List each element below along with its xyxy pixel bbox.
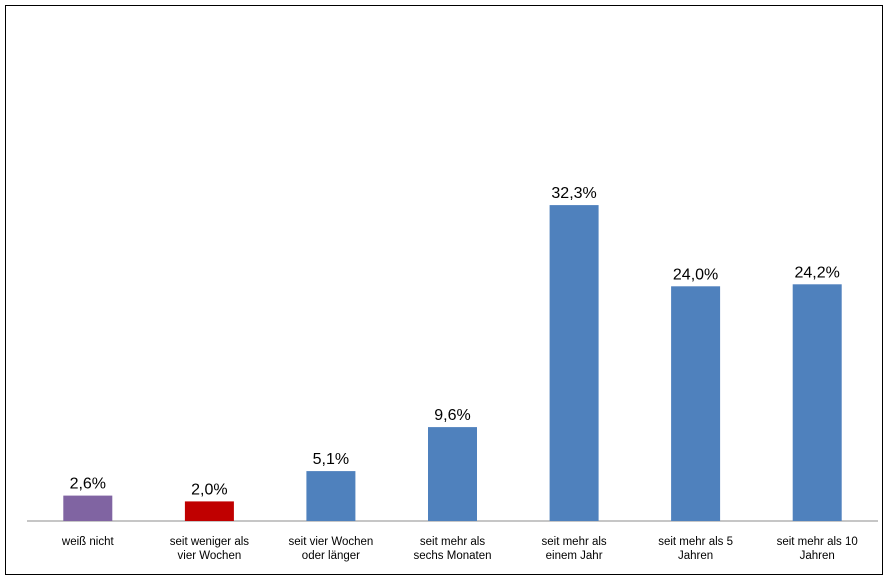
bar-6 [671,286,721,521]
category-label-line: weiß nicht [61,536,115,548]
category-label-7: seit mehr als 10 Jahren [777,536,858,562]
bar-2 [184,501,234,521]
category-label-line: einem Jahr [546,550,603,562]
category-label-2: seit weniger als vier Wochen [170,536,250,562]
category-label-5: seit mehr als einem Jahr [542,536,607,562]
data-label-4: 9,6% [434,407,470,424]
category-label-line: seit mehr als [420,536,485,548]
category-label-3: seit vier Wochen oder länger [289,536,374,562]
data-label-3: 5,1% [313,451,349,468]
bar-3 [306,471,356,521]
category-label-line: Jahren [800,550,835,562]
category-label-1: weiß nicht [61,536,115,548]
bar-1 [63,495,113,521]
category-label-line: seit weniger als [170,536,250,548]
category-label-line: seit vier Wochen [289,536,374,548]
category-label-line: vier Wochen [178,550,242,562]
bar-5 [549,205,599,521]
data-label-6: 24,0% [673,266,718,283]
data-label-1: 2,6% [70,476,106,493]
category-label-4: seit mehr als sechs Monaten [414,536,492,562]
data-label-5: 32,3% [551,185,596,202]
bar-7 [792,284,842,521]
category-label-line: seit mehr als 10 [777,536,858,548]
bar-4 [428,427,477,521]
data-label-2: 2,0% [191,481,227,498]
category-label-line: seit mehr als [542,536,607,548]
category-label-line: oder länger [302,550,360,562]
data-label-7: 24,2% [795,264,840,281]
category-label-line: seit mehr als 5 [658,536,733,548]
category-label-6: seit mehr als 5 Jahren [658,536,733,562]
category-label-line: sechs Monaten [414,550,492,562]
category-label-line: Jahren [678,550,713,562]
